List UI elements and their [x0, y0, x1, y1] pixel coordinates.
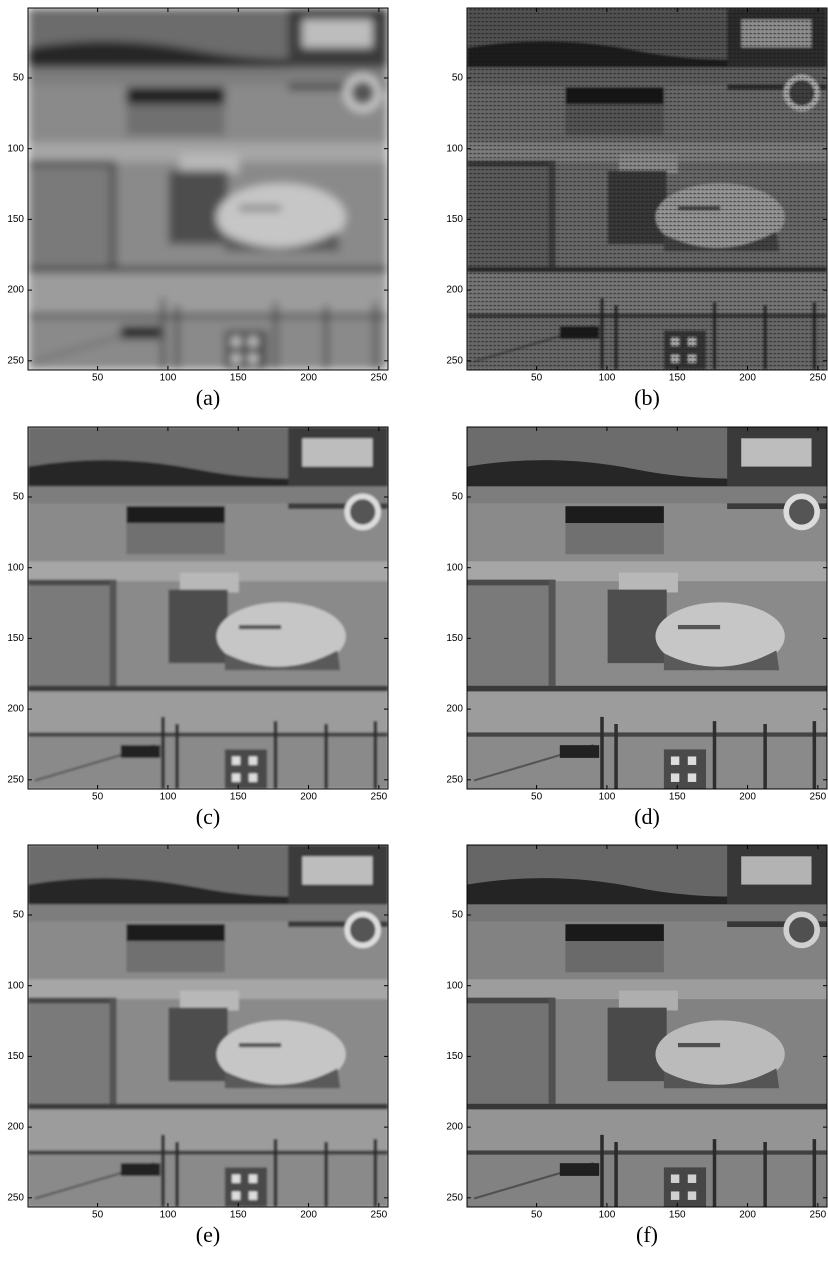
x-tick-label: 100	[599, 792, 616, 803]
image	[28, 8, 388, 370]
image	[28, 845, 388, 1207]
y-tick-label: 100	[7, 562, 24, 573]
y-tick-label: 100	[446, 143, 463, 154]
caption: (b)	[634, 385, 660, 410]
y-tick-label: 150	[446, 214, 463, 225]
x-tick-label: 150	[669, 373, 686, 384]
vector-field	[467, 8, 827, 370]
y-tick-label: 200	[446, 704, 463, 715]
x-tick-label: 250	[810, 1210, 827, 1221]
y-tick-label: 100	[446, 980, 463, 991]
y-tick-label: 150	[7, 214, 24, 225]
y-tick-label: 100	[446, 562, 463, 573]
y-tick-label: 50	[452, 492, 464, 503]
x-tick-label: 50	[92, 373, 104, 384]
x-tick-label: 150	[230, 792, 247, 803]
y-tick-label: 150	[7, 633, 24, 644]
y-tick-label: 100	[7, 980, 24, 991]
caption: (e)	[196, 1222, 220, 1247]
caption: (f)	[636, 1222, 658, 1247]
image	[467, 427, 827, 789]
x-tick-label: 50	[531, 792, 543, 803]
x-tick-label: 250	[371, 1210, 388, 1221]
y-tick-label: 50	[13, 73, 25, 84]
x-tick-label: 200	[300, 373, 317, 384]
scene	[28, 8, 388, 370]
caption: (a)	[196, 385, 220, 410]
x-tick-label: 50	[92, 1210, 104, 1221]
y-tick-label: 50	[13, 492, 25, 503]
x-tick-label: 200	[739, 373, 756, 384]
scene-image	[28, 8, 388, 370]
x-tick-label: 200	[739, 792, 756, 803]
x-tick-label: 250	[810, 792, 827, 803]
y-tick-label: 150	[446, 1051, 463, 1062]
x-tick-label: 100	[160, 373, 177, 384]
y-tick-label: 250	[446, 774, 463, 785]
panel: 50 100 150 200 250 50 100 150 200 250 (a)	[7, 8, 388, 410]
caption: (d)	[634, 804, 660, 829]
caption: (c)	[196, 804, 220, 829]
scene-image	[28, 845, 388, 1207]
x-tick-label: 200	[300, 1210, 317, 1221]
x-tick-label: 250	[371, 792, 388, 803]
y-tick-label: 100	[7, 143, 24, 154]
y-tick-label: 50	[452, 910, 464, 921]
x-tick-label: 150	[230, 1210, 247, 1221]
y-tick-label: 250	[7, 774, 24, 785]
x-tick-label: 250	[810, 373, 827, 384]
panel: 50 100 150 200 250 50 100 150 200 250 (f)	[446, 845, 827, 1247]
y-tick-label: 250	[446, 355, 463, 366]
scene	[28, 845, 388, 1207]
image	[467, 845, 827, 1207]
image	[28, 427, 388, 789]
y-tick-label: 50	[452, 73, 464, 84]
shade	[467, 845, 827, 1207]
x-tick-label: 150	[669, 1210, 686, 1221]
image	[467, 8, 827, 370]
x-tick-label: 100	[599, 373, 616, 384]
x-tick-label: 100	[160, 1210, 177, 1221]
x-tick-label: 150	[230, 373, 247, 384]
y-tick-label: 200	[7, 285, 24, 296]
x-tick-label: 200	[739, 1210, 756, 1221]
y-tick-label: 50	[13, 910, 25, 921]
x-tick-label: 250	[371, 373, 388, 384]
x-tick-label: 150	[669, 792, 686, 803]
scene	[467, 427, 827, 789]
panel: 50 100 150 200 250 50 100 150 200 250 (e)	[7, 845, 388, 1247]
y-tick-label: 200	[7, 704, 24, 715]
x-tick-label: 50	[531, 1210, 543, 1221]
figure: 50 100 150 200 250 50 100 150 200 250 (a) 50 100 150 2…	[0, 0, 828, 1256]
x-tick-label: 100	[160, 792, 177, 803]
panel: 50 100 150 200 250 50 100 150 200 250 (d)	[446, 427, 827, 829]
x-tick-label: 100	[599, 1210, 616, 1221]
y-tick-label: 200	[446, 1122, 463, 1133]
panel: 50 100 150 200 250 50 100 150 200 250 (c)	[7, 427, 388, 829]
scene-image	[467, 427, 827, 789]
panel: 50 100 150 200 250 50 100 150 200 250 (b)	[446, 8, 827, 410]
y-tick-label: 250	[446, 1192, 463, 1203]
y-tick-label: 200	[446, 285, 463, 296]
y-tick-label: 250	[7, 355, 24, 366]
x-tick-label: 50	[531, 373, 543, 384]
scene-image	[28, 427, 388, 789]
y-tick-label: 150	[446, 633, 463, 644]
x-tick-label: 200	[300, 792, 317, 803]
y-tick-label: 250	[7, 1192, 24, 1203]
scene	[28, 427, 388, 789]
x-tick-label: 50	[92, 792, 104, 803]
y-tick-label: 150	[7, 1051, 24, 1062]
y-tick-label: 200	[7, 1122, 24, 1133]
